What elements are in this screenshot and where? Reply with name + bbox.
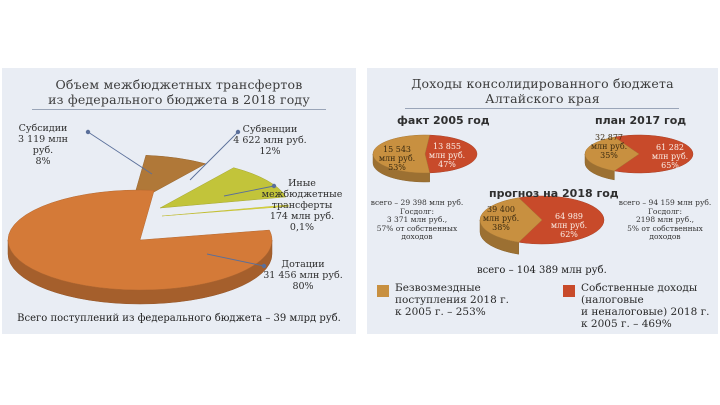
slice-name-inye-3: трансферты	[271, 200, 333, 211]
pie-2018-bv-value: 39 400	[487, 205, 515, 214]
pie-2005-sd-value: 13 855	[433, 142, 461, 151]
legend-sd-line-4: к 2005 г. – 469%	[581, 318, 672, 330]
transfers-title-line-2: из федерального бюджета в 2018 году	[48, 92, 310, 107]
leader-subsidii	[87, 131, 153, 175]
pie-2017-debt-share-2: доходов	[649, 232, 681, 241]
legend-sd-line-2: (налоговые	[581, 294, 644, 306]
slice-name-inye-1: Иные	[288, 178, 316, 189]
slice-share-dotacii: 80%	[292, 281, 314, 292]
budget-title-line-1: Доходы консолидированного бюджета	[411, 76, 674, 91]
pie-2018-sd-unit: млн руб.	[550, 221, 588, 230]
transfers-title-line-1: Объем межбюджетных трансфертов	[55, 77, 303, 92]
title-underline	[32, 109, 326, 110]
pie-2017-sobstvennye-label: 61 282 млн руб. 65%	[648, 143, 692, 170]
pie-2017-sd-unit: млн руб.	[651, 152, 689, 161]
transfers-chart-panel: Объем межбюджетных трансфертов из федера…	[2, 68, 356, 334]
pie-2017-sd-value: 61 282	[656, 143, 684, 152]
legend-bv-line-1: Безвозмездные	[395, 282, 481, 294]
label-dotacii: Дотации 31 456 млн руб. 80%	[260, 259, 346, 292]
pie-2005-sobstvennye-slice	[424, 134, 478, 174]
pie-2005-debt-share: 57% от собственных	[376, 223, 458, 233]
label-subsidii: Субсидии 3 119 млн руб. 8%	[8, 123, 78, 167]
slice-inye-transferty	[161, 204, 290, 217]
leader-dot-inye	[271, 183, 277, 189]
pie-2018-bv-share: 38%	[492, 223, 510, 232]
slice-value-inye: 174 млн руб.	[269, 211, 335, 222]
pie-2017-debt-share: 5% от собственных	[627, 223, 703, 233]
pie-2005-bezvozmezdnye-label: 15 543 млн руб. 53%	[377, 145, 417, 172]
budget-chart-title: Доходы консолидированного бюджета Алтайс…	[367, 76, 718, 106]
slice-name-dotacii: Дотации	[281, 259, 325, 270]
legend-bv-line-3: к 2005 г. – 253%	[395, 306, 486, 318]
budget-pies-svg	[372, 134, 694, 255]
pie-2017-header: план 2017 год	[595, 114, 687, 127]
leader-dotacii	[206, 253, 265, 267]
slice-value-subsidii: 3 119 млн руб.	[18, 134, 68, 156]
legend-bv-line-2: поступления 2018 г.	[395, 294, 509, 306]
legend-swatch-bezvozmezdnye	[377, 285, 389, 297]
slice-value-subvencii: 4 622 млн руб.	[233, 135, 307, 146]
pie-2017-note: всего – 94 159 млн руб. Госдолг: 2198 мл…	[614, 198, 716, 242]
transfers-chart-title: Объем межбюджетных трансфертов из федера…	[2, 77, 356, 107]
pie-2017-bezvozmezdnye-slice	[584, 136, 640, 181]
slice-share-subsidii: 8%	[35, 156, 51, 167]
pie-2018-bv-unit: млн руб.	[482, 214, 520, 223]
legend-swatch-sobstvennye	[563, 285, 575, 297]
pie-2005-total: всего – 29 398 млн руб.	[370, 198, 464, 207]
pie-2005-note: всего – 29 398 млн руб. Госдолг: 3 371 м…	[367, 198, 467, 242]
legend-sobstvennye: Собственные доходы (налоговые и неналого…	[581, 282, 709, 330]
pie-2005-sd-share: 47%	[438, 160, 456, 169]
slice-share-inye: 0,1%	[289, 222, 315, 233]
leader-dot-subvencii	[235, 129, 241, 135]
pie-2017-bezvozmezdnye-label: 32 877 млн руб. 35%	[589, 133, 629, 160]
pie-2017-debt-label: Госдолг:	[647, 206, 683, 216]
pie-2017-bv-unit: млн руб.	[590, 142, 628, 151]
leader-dot-dotacii	[261, 263, 267, 269]
pie-2005-sd-unit: млн руб.	[428, 151, 466, 160]
pie-2005-bv-unit: млн руб.	[378, 154, 416, 163]
leader-dot-subsidii	[85, 129, 91, 135]
pie-2005-sobstvennye-label: 13 855 млн руб. 47%	[427, 142, 467, 169]
pie-2018-bezvozmezdnye-slice	[479, 197, 543, 255]
slice-share-subvencii: 12%	[259, 146, 281, 157]
slice-subvencii	[159, 167, 287, 209]
transfers-pie-svg	[7, 129, 290, 305]
leader-inye	[223, 185, 275, 197]
pie-2017-bv-value: 32 877	[595, 133, 623, 142]
transfers-total: Всего поступлений из федерального бюджет…	[17, 313, 341, 324]
slice-name-inye-2: межбюджетные	[261, 189, 343, 200]
slice-name-subvencii: Субвенции	[242, 124, 298, 135]
slice-value-dotacii: 31 456 млн руб.	[263, 270, 343, 281]
legend-sd-line-1: Собственные доходы	[581, 282, 698, 294]
pie-2018-sd-value: 64 989	[555, 212, 583, 221]
pie-2018-sobstvennye-slice	[518, 195, 605, 245]
slice-name-subsidii: Субсидии	[18, 123, 68, 134]
pie-2005-bv-share: 53%	[388, 163, 406, 172]
pie-2017-debt-value: 2198 млн руб.,	[636, 215, 694, 224]
budget-title-line-2: Алтайского края	[485, 91, 600, 106]
budget-title-underline	[405, 108, 679, 109]
pie-2017-bv-share: 35%	[600, 151, 618, 160]
label-subvencii: Субвенции 4 622 млн руб. 12%	[230, 124, 310, 157]
pie-2005-bv-value: 15 543	[383, 145, 411, 154]
budget-revenue-panel: Доходы консолидированного бюджета Алтайс…	[367, 68, 718, 334]
pie-2018-bezvozmezdnye-label: 39 400 млн руб. 38%	[480, 205, 522, 232]
pie-2018-header: прогноз на 2018 год	[489, 187, 619, 200]
pie-2005-debt-share-2: доходов	[401, 232, 433, 241]
pie-2005-debt-label: Госдолг:	[399, 206, 435, 216]
label-inye-transferty: Иные межбюджетные трансферты 174 млн руб…	[254, 178, 350, 233]
pie-2017-sobstvennye-slice	[613, 134, 694, 174]
pie-2005-header: факт 2005 год	[397, 114, 490, 127]
leader-subvencii	[189, 131, 239, 181]
pie-2005-bezvozmezdnye-slice	[372, 134, 431, 183]
legend-sd-line-3: и неналоговые) 2018 г.	[581, 306, 710, 318]
pie-2017-total: всего – 94 159 млн руб.	[618, 198, 712, 207]
pie-2005-debt-value: 3 371 млн руб.,	[386, 215, 448, 224]
legend-bezvozmezdnye: Безвозмездные поступления 2018 г. к 2005…	[395, 282, 509, 318]
pie-2018-sd-share: 62%	[560, 230, 578, 239]
pie-2018-sobstvennye-label: 64 989 млн руб. 62%	[547, 212, 591, 239]
slice-dotacii	[7, 189, 273, 305]
pie-2017-sd-share: 65%	[661, 161, 679, 170]
pie-2018-total: всего – 104 389 млн руб.	[477, 265, 607, 276]
